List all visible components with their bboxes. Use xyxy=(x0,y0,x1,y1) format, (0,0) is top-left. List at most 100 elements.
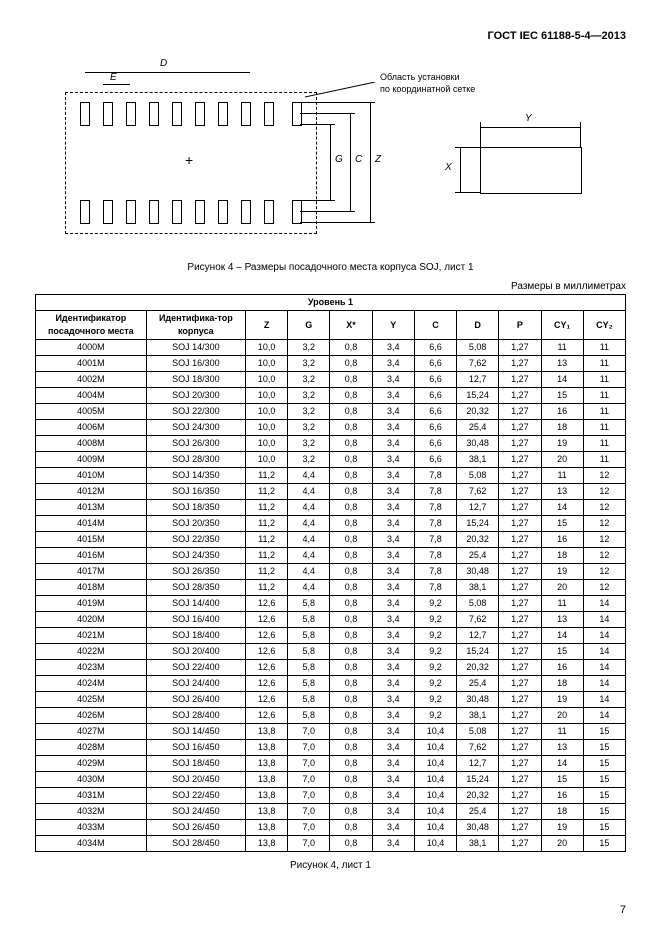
table-cell: 3,4 xyxy=(372,516,414,532)
table-cell: 14 xyxy=(583,612,625,628)
table-cell: 1,27 xyxy=(499,564,541,580)
table-cell: 7,8 xyxy=(414,532,456,548)
table-cell: 3,4 xyxy=(372,452,414,468)
table-cell: 3,4 xyxy=(372,820,414,836)
table-cell: SOJ 14/400 xyxy=(146,596,245,612)
table-cell: 7,8 xyxy=(414,468,456,484)
table-cell: 14 xyxy=(541,628,583,644)
table-cell: 11,2 xyxy=(245,564,287,580)
table-cell: 13,8 xyxy=(245,804,287,820)
table-cell: 15 xyxy=(583,740,625,756)
table-cell: 3,4 xyxy=(372,788,414,804)
table-cell: 14 xyxy=(541,372,583,388)
table-cell: 4023M xyxy=(36,660,147,676)
table-cell: 4,4 xyxy=(288,564,330,580)
table-cell: 10,0 xyxy=(245,452,287,468)
table-cell: 3,2 xyxy=(288,436,330,452)
table-cell: 9,2 xyxy=(414,692,456,708)
table-cell: SOJ 22/300 xyxy=(146,404,245,420)
table-cell: 16 xyxy=(541,788,583,804)
table-cell: 4017M xyxy=(36,564,147,580)
table-row: 4026MSOJ 28/40012,65,80,83,49,238,11,272… xyxy=(36,708,626,724)
table-cell: 25,4 xyxy=(457,676,499,692)
table-cell: SOJ 18/300 xyxy=(146,372,245,388)
table-cell: SOJ 14/300 xyxy=(146,340,245,356)
table-cell: 5,08 xyxy=(457,596,499,612)
table-row: 4013MSOJ 18/35011,24,40,83,47,812,71,271… xyxy=(36,500,626,516)
table-cell: SOJ 24/350 xyxy=(146,548,245,564)
table-cell: 15 xyxy=(583,724,625,740)
table-cell: 3,4 xyxy=(372,660,414,676)
table-row: 4024MSOJ 24/40012,65,80,83,49,225,41,271… xyxy=(36,676,626,692)
table-cell: 9,2 xyxy=(414,708,456,724)
table-cell: 12,6 xyxy=(245,628,287,644)
table-cell: 0,8 xyxy=(330,692,372,708)
table-cell: SOJ 20/350 xyxy=(146,516,245,532)
table-cell: 4000M xyxy=(36,340,147,356)
table-cell: 15,24 xyxy=(457,388,499,404)
table-cell: 4004M xyxy=(36,388,147,404)
table-cell: 1,27 xyxy=(499,612,541,628)
table-cell: 7,8 xyxy=(414,564,456,580)
table-cell: 4,4 xyxy=(288,532,330,548)
level-header: Уровень 1 xyxy=(36,295,626,311)
table-cell: 11 xyxy=(583,452,625,468)
table-row: 4014MSOJ 20/35011,24,40,83,47,815,241,27… xyxy=(36,516,626,532)
table-cell: 15 xyxy=(583,820,625,836)
table-cell: 4024M xyxy=(36,676,147,692)
table-cell: 4012M xyxy=(36,484,147,500)
table-cell: 0,8 xyxy=(330,612,372,628)
table-cell: 4009M xyxy=(36,452,147,468)
table-cell: SOJ 16/400 xyxy=(146,612,245,628)
col-header-cy2: CY₂ xyxy=(583,311,625,340)
document-header: ГОСТ IEC 61188-5-4—2013 xyxy=(35,30,626,42)
table-cell: 3,4 xyxy=(372,500,414,516)
table-cell: 4021M xyxy=(36,628,147,644)
table-cell: 3,4 xyxy=(372,724,414,740)
table-cell: 3,2 xyxy=(288,388,330,404)
table-cell: 1,27 xyxy=(499,548,541,564)
table-cell: 5,8 xyxy=(288,692,330,708)
table-cell: 3,4 xyxy=(372,836,414,852)
table-cell: SOJ 20/300 xyxy=(146,388,245,404)
units-label: Размеры в миллиметрах xyxy=(35,281,626,292)
table-cell: SOJ 16/450 xyxy=(146,740,245,756)
table-cell: SOJ 24/300 xyxy=(146,420,245,436)
table-cell: 4031M xyxy=(36,788,147,804)
table-cell: 4027M xyxy=(36,724,147,740)
table-cell: 3,4 xyxy=(372,356,414,372)
table-cell: 4010M xyxy=(36,468,147,484)
table-cell: 7,0 xyxy=(288,804,330,820)
table-cell: 1,27 xyxy=(499,644,541,660)
table-cell: 13,8 xyxy=(245,788,287,804)
table-cell: 1,27 xyxy=(499,436,541,452)
table-cell: SOJ 14/350 xyxy=(146,468,245,484)
table-cell: 0,8 xyxy=(330,788,372,804)
table-cell: 18 xyxy=(541,548,583,564)
table-cell: 25,4 xyxy=(457,548,499,564)
table-cell: 1,27 xyxy=(499,340,541,356)
table-cell: 18 xyxy=(541,804,583,820)
table-cell: 4026M xyxy=(36,708,147,724)
table-row: 4034MSOJ 28/45013,87,00,83,410,438,11,27… xyxy=(36,836,626,852)
table-cell: 38,1 xyxy=(457,580,499,596)
table-cell: 19 xyxy=(541,692,583,708)
table-cell: 20 xyxy=(541,836,583,852)
table-cell: 20,32 xyxy=(457,660,499,676)
table-cell: 3,4 xyxy=(372,372,414,388)
table-cell: 7,0 xyxy=(288,820,330,836)
table-cell: 6,6 xyxy=(414,340,456,356)
table-cell: 1,27 xyxy=(499,372,541,388)
table-cell: 5,08 xyxy=(457,468,499,484)
table-cell: 5,8 xyxy=(288,676,330,692)
table-cell: 1,27 xyxy=(499,484,541,500)
figure-caption-2: Рисунок 4, лист 1 xyxy=(35,860,626,871)
table-cell: 4029M xyxy=(36,756,147,772)
table-row: 4004MSOJ 20/30010,03,20,83,46,615,241,27… xyxy=(36,388,626,404)
table-cell: 9,2 xyxy=(414,644,456,660)
table-cell: 3,4 xyxy=(372,484,414,500)
table-cell: 0,8 xyxy=(330,724,372,740)
table-cell: 0,8 xyxy=(330,356,372,372)
table-cell: 11,2 xyxy=(245,580,287,596)
table-cell: 0,8 xyxy=(330,660,372,676)
